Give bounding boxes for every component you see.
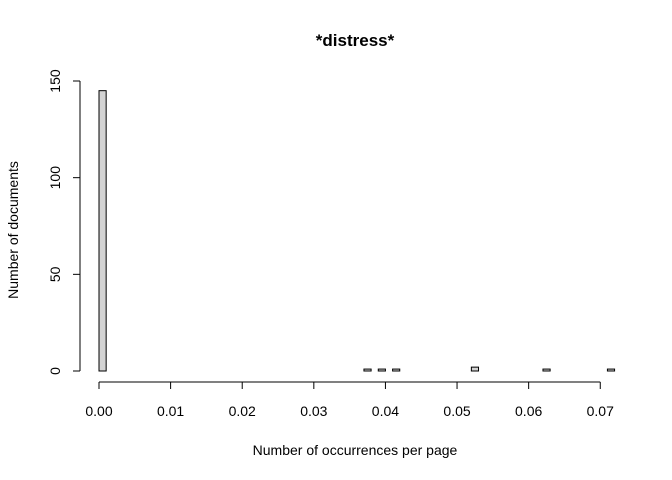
histogram-bar bbox=[98, 90, 107, 372]
histogram-bar bbox=[377, 368, 386, 372]
x-tick-label: 0.02 bbox=[229, 403, 256, 419]
y-tick-label: 150 bbox=[47, 69, 63, 93]
x-tick-label: 0.00 bbox=[85, 403, 112, 419]
y-axis-label: Number of documents bbox=[5, 161, 21, 299]
histogram-bar bbox=[606, 368, 616, 372]
x-tick-label: 0.03 bbox=[300, 403, 327, 419]
histogram-bar bbox=[542, 368, 551, 372]
x-axis-label: Number of occurrences per page bbox=[253, 442, 458, 458]
y-tick-label: 0 bbox=[47, 367, 63, 375]
x-tick-label: 0.05 bbox=[443, 403, 470, 419]
y-tick-label: 100 bbox=[47, 166, 63, 190]
x-tick-label: 0.06 bbox=[515, 403, 542, 419]
histogram-bar bbox=[470, 366, 480, 372]
x-ticks: 0.00 0.01 0.02 0.03 0.04 0.05 0.06 0.07 bbox=[85, 382, 614, 419]
x-tick-label: 0.07 bbox=[587, 403, 614, 419]
x-tick-label: 0.01 bbox=[157, 403, 184, 419]
y-axis: 0 50 100 150 bbox=[47, 69, 81, 375]
bars-group bbox=[98, 90, 616, 372]
chart-title: *distress* bbox=[316, 31, 395, 50]
histogram-bar bbox=[363, 368, 372, 372]
y-ticks: 0 50 100 150 bbox=[47, 69, 80, 375]
x-axis: 0.00 0.01 0.02 0.03 0.04 0.05 0.06 0.07 bbox=[85, 381, 614, 419]
histogram-bar bbox=[392, 368, 401, 372]
x-tick-label: 0.04 bbox=[372, 403, 399, 419]
y-tick-label: 50 bbox=[47, 266, 63, 282]
